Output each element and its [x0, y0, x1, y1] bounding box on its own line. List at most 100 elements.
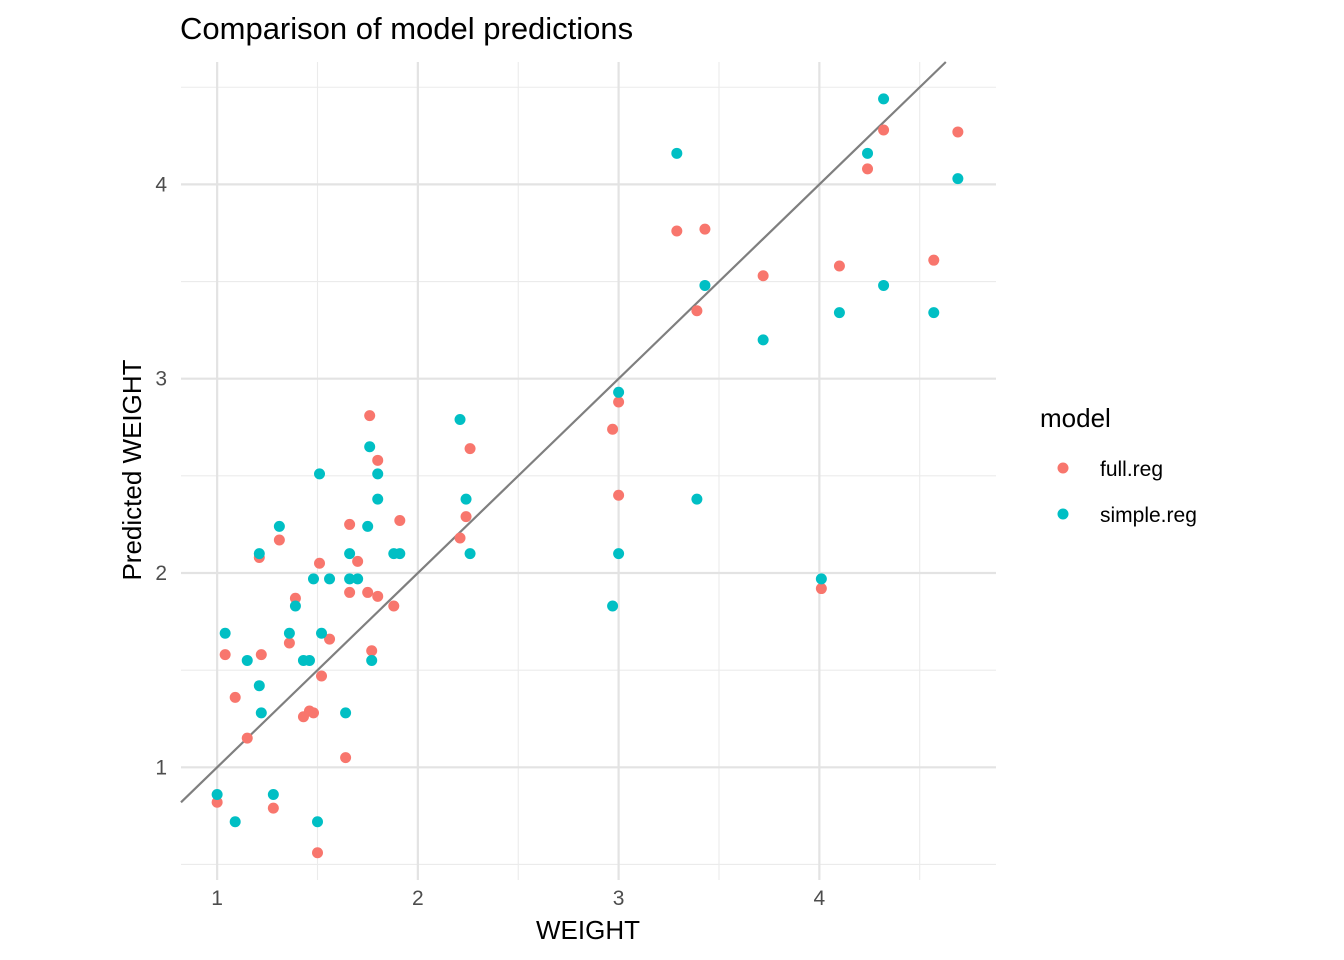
point-simple-reg — [394, 548, 406, 560]
point-simple-reg — [316, 627, 328, 639]
y-axis-tick-labels: 1 2 3 4 — [155, 173, 167, 779]
point-simple-reg — [253, 548, 265, 560]
point-simple-reg — [454, 414, 466, 426]
point-simple-reg — [352, 573, 364, 585]
point-simple-reg — [815, 573, 827, 585]
point-full-reg — [372, 590, 384, 602]
x-tick-label: 3 — [613, 887, 625, 910]
point-simple-reg — [340, 707, 352, 719]
point-simple-reg — [211, 789, 223, 801]
point-simple-reg — [878, 279, 890, 291]
point-simple-reg — [344, 548, 356, 560]
point-simple-reg — [241, 654, 253, 666]
point-full-reg — [607, 423, 619, 435]
point-full-reg — [340, 752, 352, 764]
chart-title: Comparison of model predictions — [180, 11, 633, 46]
point-full-reg — [691, 305, 703, 317]
point-full-reg — [273, 534, 285, 546]
point-full-reg — [464, 443, 476, 455]
point-simple-reg — [366, 654, 378, 666]
point-simple-reg — [312, 816, 324, 828]
point-full-reg — [314, 557, 326, 569]
point-full-reg — [460, 511, 472, 523]
point-simple-reg — [757, 334, 769, 346]
point-full-reg — [229, 691, 241, 703]
point-simple-reg — [314, 468, 326, 480]
point-full-reg — [699, 223, 711, 235]
point-full-reg — [366, 645, 378, 657]
x-tick-label: 1 — [211, 887, 223, 910]
point-simple-reg — [362, 520, 374, 532]
point-simple-reg — [344, 573, 356, 585]
point-full-reg — [878, 124, 890, 136]
point-full-reg — [289, 592, 301, 604]
y-tick-label: 4 — [155, 173, 167, 196]
legend-label-simple-reg: simple.reg — [1100, 504, 1197, 527]
point-simple-reg — [928, 307, 940, 319]
y-axis-title: Predicted WEIGHT — [117, 359, 147, 580]
point-full-reg — [613, 396, 625, 408]
point-simple-reg — [833, 307, 845, 319]
point-full-reg — [952, 126, 964, 138]
point-full-reg — [862, 163, 874, 175]
y-tick-label: 2 — [155, 562, 167, 585]
legend-label-full-reg: full.reg — [1100, 458, 1163, 481]
point-simple-reg — [283, 627, 295, 639]
point-simple-reg — [460, 493, 472, 505]
x-tick-label: 2 — [412, 887, 424, 910]
point-full-reg — [324, 633, 336, 645]
identity-reference-line — [180, 61, 947, 804]
y-tick-label: 3 — [155, 368, 167, 391]
point-simple-reg — [267, 789, 279, 801]
legend: model full.reg simple.reg — [1040, 403, 1197, 527]
point-simple-reg — [372, 468, 384, 480]
point-full-reg — [352, 555, 364, 567]
point-full-reg — [364, 410, 376, 422]
point-full-reg — [283, 637, 295, 649]
x-axis-title: WEIGHT — [536, 915, 640, 945]
legend-title: model — [1040, 403, 1111, 433]
point-simple-reg — [289, 600, 301, 612]
point-simple-reg — [303, 654, 315, 666]
point-simple-reg — [253, 680, 265, 692]
point-full-reg — [671, 225, 683, 237]
y-tick-label: 1 — [155, 756, 167, 779]
point-full-reg — [757, 270, 769, 282]
legend-key-simple-reg — [1057, 508, 1069, 520]
point-full-reg — [454, 532, 466, 544]
point-simple-reg — [862, 147, 874, 159]
point-full-reg — [372, 454, 384, 466]
point-simple-reg — [607, 600, 619, 612]
point-simple-reg — [307, 573, 319, 585]
x-tick-label: 4 — [814, 887, 826, 910]
point-full-reg — [255, 649, 267, 661]
data-points — [211, 93, 964, 859]
point-simple-reg — [671, 147, 683, 159]
point-simple-reg — [229, 816, 241, 828]
point-simple-reg — [255, 707, 267, 719]
point-full-reg — [241, 732, 253, 744]
point-full-reg — [394, 515, 406, 527]
point-full-reg — [928, 254, 940, 266]
point-full-reg — [211, 796, 223, 808]
x-axis-tick-labels: 1 2 3 4 — [211, 887, 825, 910]
point-simple-reg — [464, 548, 476, 560]
point-simple-reg — [372, 493, 384, 505]
point-full-reg — [362, 586, 374, 598]
point-simple-reg — [699, 279, 711, 291]
point-full-reg — [815, 583, 827, 595]
point-simple-reg — [273, 520, 285, 532]
point-full-reg — [344, 518, 356, 530]
point-full-reg — [388, 600, 400, 612]
point-full-reg — [219, 649, 231, 661]
point-simple-reg — [219, 627, 231, 639]
point-simple-reg — [324, 573, 336, 585]
point-simple-reg — [691, 493, 703, 505]
point-full-reg — [267, 802, 279, 814]
point-simple-reg — [952, 173, 964, 185]
point-full-reg — [312, 847, 324, 859]
point-simple-reg — [364, 441, 376, 453]
point-simple-reg — [613, 548, 625, 560]
legend-key-full-reg — [1057, 462, 1069, 474]
